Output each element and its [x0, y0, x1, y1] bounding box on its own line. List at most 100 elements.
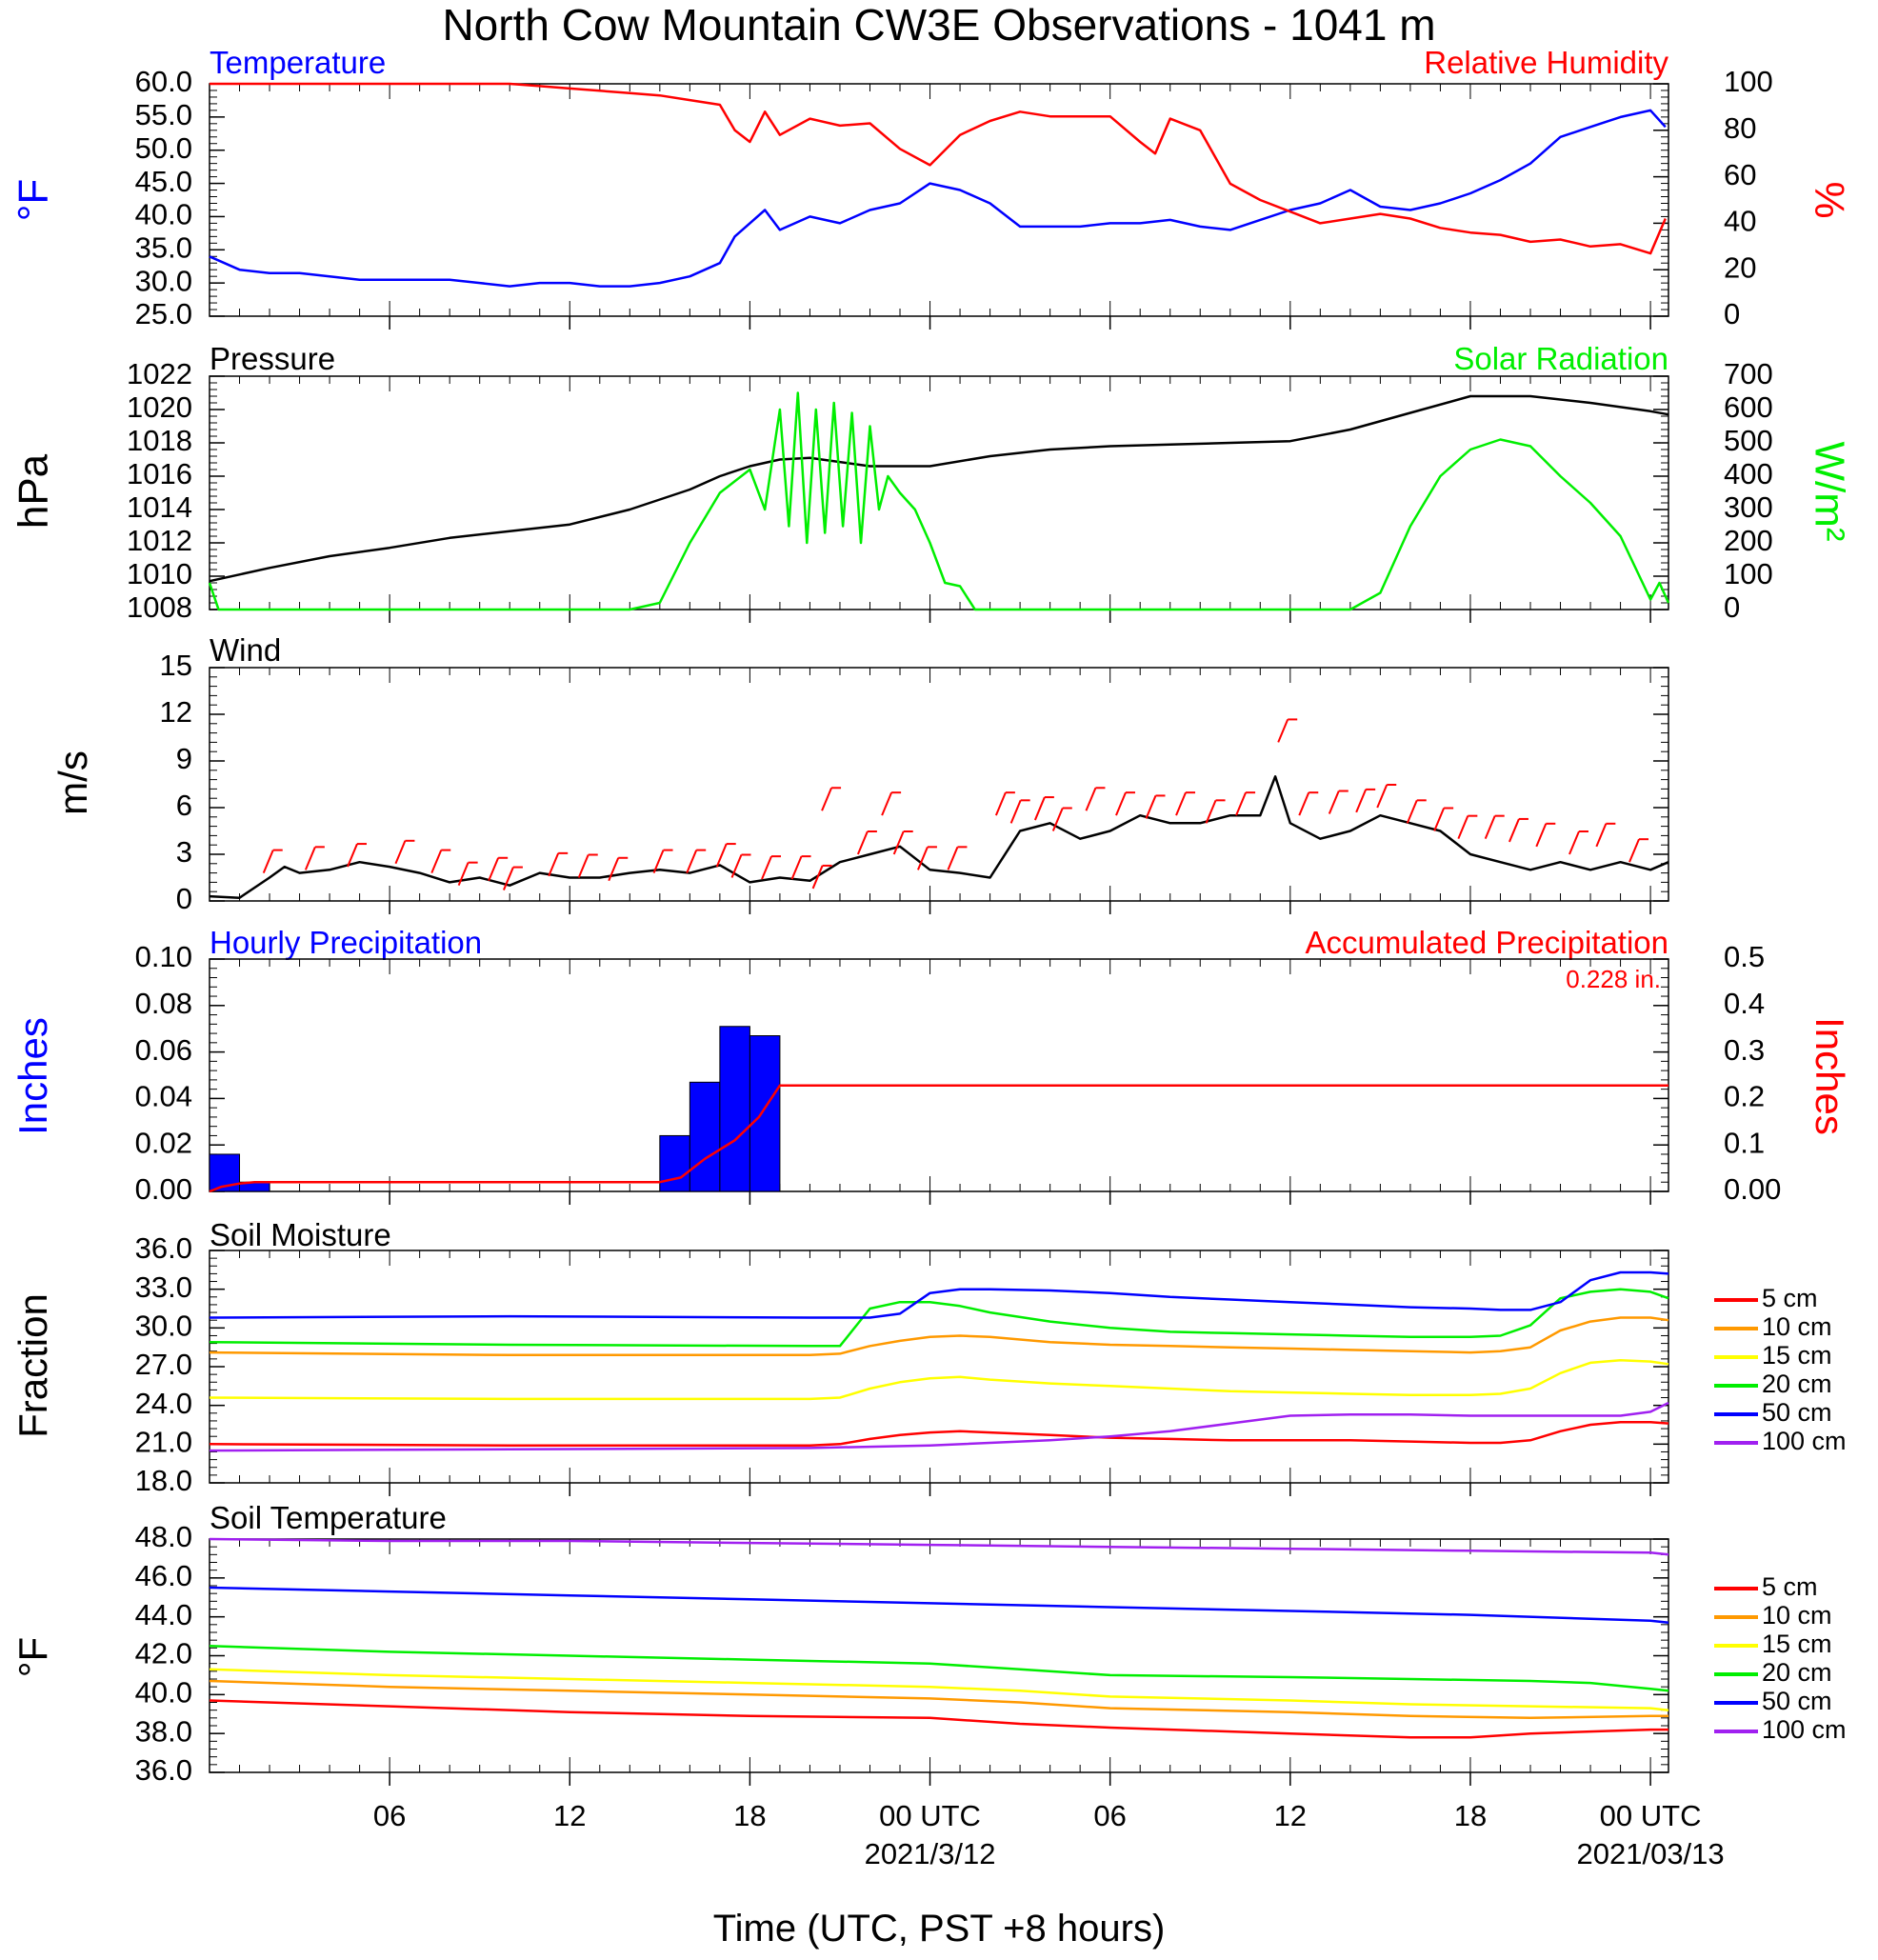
series-line: [209, 775, 1669, 899]
legend-label: 10 cm: [1762, 1601, 1832, 1630]
soil-moisture-axis-label: Fraction: [10, 1293, 55, 1438]
right-tick-label: 500: [1724, 424, 1773, 457]
left-tick-label: 1018: [127, 424, 192, 457]
wind-barb: [1009, 799, 1022, 824]
wind-barb: [1595, 823, 1608, 848]
left-tick-label: 25.0: [135, 297, 192, 330]
pressure-axis-label: hPa: [10, 453, 57, 529]
plot-frame: [209, 1250, 1669, 1484]
wind-axis-label: m/s: [50, 750, 95, 815]
series-line: [209, 1699, 1668, 1739]
time-tick-label: 00 UTC: [1600, 1799, 1702, 1832]
wind-barb: [347, 843, 358, 868]
left-tick-label: 46.0: [135, 1559, 192, 1592]
legend-label: 50 cm: [1762, 1398, 1832, 1427]
right-tick-label: 100: [1724, 65, 1773, 98]
right-tick-label: 100: [1724, 557, 1773, 590]
panel-soil-moisture: Soil Moisture Fraction 18.0 21.0 24.0 27.0 3…: [10, 1217, 1846, 1497]
plot-frame: [209, 667, 1669, 902]
left-tick-label: 50.0: [135, 131, 192, 165]
left-tick-label: 42.0: [135, 1637, 192, 1670]
right-tick-label: 60: [1724, 158, 1756, 191]
wind-barb: [548, 852, 560, 877]
wind-barb: [1051, 808, 1064, 831]
wind-barb: [1145, 795, 1157, 819]
time-axis: 06 12 18 00 UTC 2021/3/12 06 12 18 00 UTC 2021/03…: [373, 1799, 1725, 1870]
right-tick-label: 0.3: [1724, 1033, 1765, 1067]
right-tick-label: 0: [1724, 297, 1740, 330]
right-tick-label: 80: [1724, 111, 1756, 145]
left-tick-label: 27.0: [135, 1348, 192, 1381]
time-tick-label: 06: [1093, 1799, 1126, 1832]
wind-barb: [1085, 787, 1097, 811]
left-tick-label: 3: [176, 835, 192, 869]
series-line: [209, 1679, 1668, 1720]
time-date-label: 2021/03/13: [1577, 1837, 1725, 1870]
panel-humidity-title: Relative Humidity: [1424, 45, 1668, 80]
panel-solar-title: Solar Radiation: [1453, 341, 1668, 376]
wind-barb: [577, 854, 589, 878]
wind-barb: [1535, 823, 1548, 848]
time-tick-label: 00 UTC: [879, 1799, 981, 1832]
wind-barb: [1457, 815, 1469, 840]
wind-barb: [1568, 830, 1580, 855]
legend-label: 20 cm: [1762, 1370, 1832, 1398]
series-line: [208, 391, 1670, 611]
right-tick-label: 0.4: [1724, 987, 1765, 1020]
wind-barb: [1376, 784, 1389, 809]
legend-label: 15 cm: [1762, 1630, 1832, 1658]
wind-barb: [686, 850, 698, 873]
right-tick-label: 300: [1724, 490, 1773, 524]
panel-wind: Wind m/s 0 3 6 9 12 15: [50, 632, 1669, 915]
left-tick-label: 36.0: [135, 1231, 192, 1265]
left-tick-label: 1008: [127, 590, 192, 624]
figure-title: North Cow Mountain CW3E Observations - 1…: [442, 0, 1435, 50]
wind-barb: [1235, 791, 1247, 816]
wind-barb: [1033, 796, 1046, 821]
right-tick-label: 200: [1724, 524, 1773, 557]
left-tick-label: 45.0: [135, 165, 192, 198]
precip-bar: [689, 1081, 721, 1192]
left-tick-label: 38.0: [135, 1714, 192, 1748]
wind-barb: [715, 843, 728, 868]
right-tick-label: 700: [1724, 357, 1773, 390]
legend-label: 10 cm: [1762, 1312, 1832, 1341]
solar-axis-label: W/m²: [1806, 441, 1852, 541]
left-tick-label: 12: [160, 695, 192, 729]
series-line: [209, 1537, 1669, 1556]
wind-barb: [394, 840, 407, 865]
series-line: [209, 1316, 1669, 1357]
left-tick-label: 0: [176, 882, 192, 915]
series-line: [209, 1645, 1669, 1692]
left-tick-label: 60.0: [135, 65, 192, 98]
legend-label: 5 cm: [1762, 1284, 1818, 1312]
wind-barb: [856, 830, 869, 855]
wind-barb: [1628, 838, 1640, 863]
time-tick-label: 18: [1454, 1799, 1487, 1832]
time-tick-label: 12: [1274, 1799, 1307, 1832]
left-tick-label: 48.0: [135, 1520, 192, 1553]
left-tick-label: 40.0: [135, 1676, 192, 1710]
left-tick-label: 1014: [127, 490, 192, 524]
series-line: [209, 1668, 1669, 1711]
legend-label: 100 cm: [1762, 1715, 1847, 1744]
wind-barb: [1175, 791, 1187, 816]
panel-precipitation: Hourly Precipitation Accumulated Precipi…: [10, 925, 1852, 1206]
wind-barb: [1508, 818, 1520, 843]
wind-barb: [457, 862, 470, 887]
wind-barb: [994, 791, 1007, 816]
panel-pressure-solar: Pressure Solar Radiation hPa W/m² 100810…: [10, 341, 1853, 624]
left-tick-label: 30.0: [135, 264, 192, 297]
wind-barb: [652, 850, 665, 873]
wind-barb: [1277, 719, 1289, 743]
humidity-axis-label: %: [1806, 181, 1852, 218]
left-tick-label: 0.06: [135, 1033, 192, 1067]
wind-barb: [1205, 799, 1217, 824]
left-tick-label: 44.0: [135, 1598, 192, 1631]
left-tick-label: 9: [176, 742, 192, 775]
legend-label: 20 cm: [1762, 1658, 1832, 1687]
left-tick-label: 55.0: [135, 98, 192, 131]
legend-label: 15 cm: [1762, 1341, 1832, 1370]
wind-barb: [608, 857, 620, 882]
